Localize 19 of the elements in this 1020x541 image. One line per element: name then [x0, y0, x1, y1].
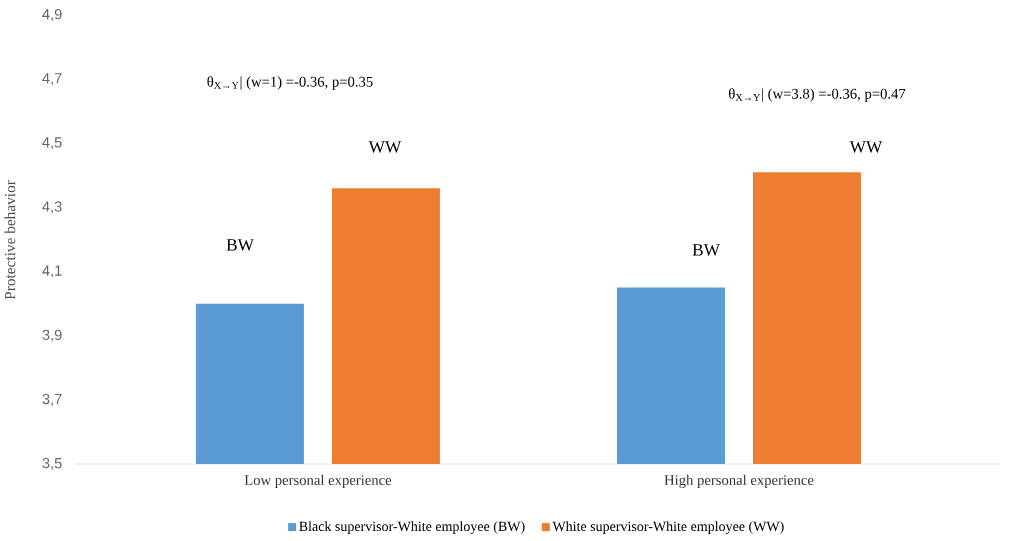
x-tick-label: Low personal experience [244, 474, 392, 488]
annotation: θ$_{X→Y}$| (w=3.8) =-0.36, p=0.47 [729, 88, 906, 102]
y-tick-label: 4,7 [42, 73, 62, 86]
annotation: WW [849, 141, 883, 153]
y-tick-label: 4,1 [42, 265, 62, 278]
annotation: BW [692, 244, 720, 256]
y-tick-label: 4,5 [42, 137, 62, 150]
annotation: θ$_{X→Y}$| (w=1) =-0.36, p=0.35 [207, 76, 373, 90]
legend-label: White supervisor-White employee (WW) [552, 521, 784, 534]
y-tick-label: 3,7 [42, 393, 62, 406]
y-tick-label: 3,5 [42, 457, 62, 471]
y-tick-label: 4,9 [42, 8, 62, 22]
annotation: BW [226, 239, 254, 251]
y-tick-label: 4,3 [42, 201, 62, 214]
legend-label: Black supervisor-White employee (BW) [299, 521, 525, 534]
y-axis-title: Protective behavior [4, 180, 16, 300]
y-tick-label: 3,9 [42, 329, 62, 342]
annotation: WW [368, 141, 402, 153]
x-tick-label: High personal experience [664, 474, 814, 489]
